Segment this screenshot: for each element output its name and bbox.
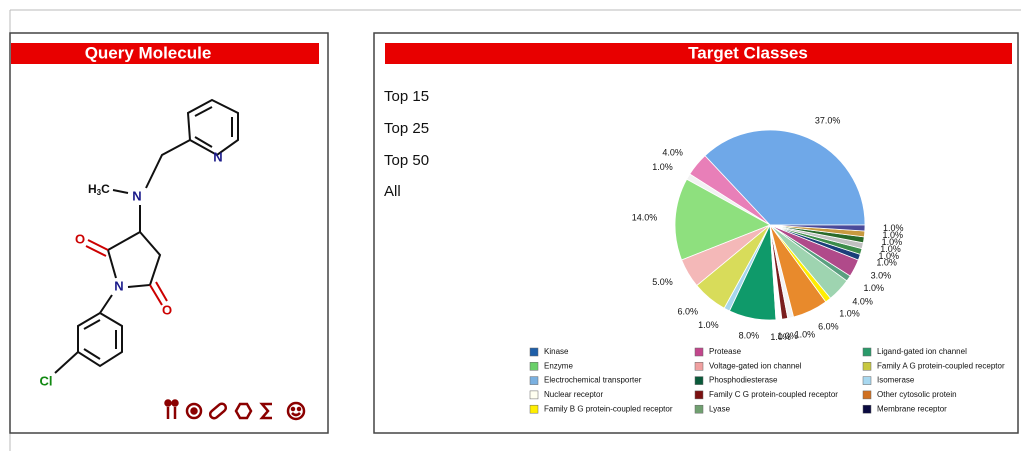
- legend-label: Isomerase: [877, 376, 915, 385]
- query-header: [11, 43, 319, 64]
- filter-link[interactable]: Top 25: [384, 120, 429, 137]
- legend-swatch: [862, 376, 872, 385]
- atom-label: N: [213, 149, 222, 164]
- bond: [155, 281, 168, 302]
- icon-pill[interactable]: [208, 402, 228, 420]
- legend-swatch: [529, 376, 539, 385]
- legend-swatch: [862, 347, 872, 357]
- legend-swatch: [862, 404, 872, 414]
- atom-label: C: [101, 182, 110, 196]
- slice-label: 1.0%: [770, 332, 791, 342]
- bond: [85, 245, 107, 257]
- slice-label: 4.0%: [852, 297, 873, 307]
- slice-label: 6.0%: [818, 322, 839, 332]
- molecule: [54, 98, 239, 374]
- icon-smiley[interactable]: [286, 401, 306, 421]
- legend-label: Family C G protein-coupled receptor: [709, 390, 838, 399]
- slice-label: 1.0%: [698, 320, 719, 330]
- target-title: Target Classes: [688, 43, 808, 62]
- legend-label: Kinase: [544, 347, 569, 356]
- legend-label: Family B G protein-coupled receptor: [544, 404, 673, 413]
- slice-label: 1.0%: [880, 244, 901, 254]
- legend-label: Enzyme: [544, 361, 573, 370]
- slice-label: 1.0%: [652, 162, 673, 172]
- slice-label: 5.0%: [652, 277, 673, 287]
- filter-link[interactable]: All: [384, 183, 401, 200]
- icon-people[interactable]: [164, 399, 179, 420]
- slice-label: 1.0%: [863, 283, 884, 293]
- pie-slice: [674, 178, 771, 261]
- pie-slice: [769, 224, 866, 232]
- filter-link[interactable]: Top 15: [384, 88, 429, 105]
- atom-label: O: [75, 231, 85, 246]
- toolbar: [164, 399, 306, 421]
- icon-hexagon[interactable]: [234, 402, 253, 420]
- pie-slice: [704, 129, 866, 226]
- target-header: [385, 43, 1012, 64]
- atom-label: H: [88, 182, 97, 196]
- slice-label: 1.0%: [883, 223, 904, 233]
- slice-label: 1.0%: [839, 309, 860, 319]
- slice-label: 1.0%: [882, 237, 903, 247]
- bond: [127, 231, 162, 288]
- slice-label: 1.0%: [879, 251, 900, 261]
- legend-swatch: [862, 362, 872, 371]
- legend-swatch: [529, 362, 539, 371]
- bond: [194, 106, 213, 117]
- legend-swatch: [529, 347, 539, 357]
- bond: [54, 351, 79, 374]
- legend-swatch: [694, 390, 704, 400]
- slice-label: 37.0%: [815, 116, 841, 126]
- bond: [112, 189, 129, 194]
- legend-swatch: [694, 347, 704, 357]
- icon-target[interactable]: [185, 402, 203, 420]
- slice-label: 3.0%: [871, 271, 892, 281]
- bond: [194, 136, 213, 148]
- bond: [149, 284, 163, 306]
- slice-label: 8.0%: [739, 330, 760, 340]
- atom-label: H3C: [88, 182, 110, 197]
- bond: [83, 348, 101, 360]
- legend-swatch: [694, 404, 704, 414]
- slice-label: 6.0%: [677, 306, 698, 316]
- bond: [145, 139, 191, 189]
- legend-swatch: [694, 362, 704, 371]
- legend-swatch: [694, 376, 704, 385]
- slice-label: 1.0%: [795, 330, 816, 340]
- slice-label: 1.0%: [882, 230, 903, 240]
- atom-label: 3: [97, 188, 102, 197]
- query-title: Query Molecule: [85, 43, 212, 62]
- legend-label: Protease: [709, 347, 742, 356]
- legend-label: Lyase: [709, 404, 731, 413]
- slice-label: 4.0%: [662, 147, 683, 157]
- legend-label: Membrane receptor: [877, 404, 947, 413]
- legend-label: Voltage-gated ion channel: [709, 361, 802, 370]
- legend-label: Family A G protein-coupled receptor: [877, 361, 1005, 370]
- legend-swatch: [862, 390, 872, 400]
- atom-label: N: [114, 278, 123, 293]
- legend-label: Electrochemical transporter: [544, 376, 642, 385]
- legend-swatch: [529, 390, 539, 400]
- legend-label: Phosphodiesterase: [709, 376, 778, 385]
- bond: [83, 319, 101, 330]
- bond: [186, 98, 239, 157]
- slice-label: 1.0%: [777, 331, 798, 341]
- legend-label: Ligand-gated ion channel: [877, 347, 967, 356]
- legend-label: Other cytosolic protein: [877, 390, 957, 399]
- atom-label: O: [162, 302, 172, 317]
- bond: [87, 239, 109, 251]
- filter-link[interactable]: Top 50: [384, 152, 429, 169]
- legend-swatch: [529, 404, 539, 414]
- atom-label: N: [132, 188, 141, 203]
- bond: [99, 294, 113, 314]
- slice-label: 1.0%: [876, 258, 897, 268]
- legend-label: Nuclear receptor: [544, 390, 603, 399]
- atom-label: Cl: [40, 373, 53, 388]
- bond: [77, 311, 123, 368]
- icon-sum[interactable]: [259, 402, 272, 420]
- slice-label: 14.0%: [632, 212, 658, 222]
- query-panel: [9, 32, 329, 434]
